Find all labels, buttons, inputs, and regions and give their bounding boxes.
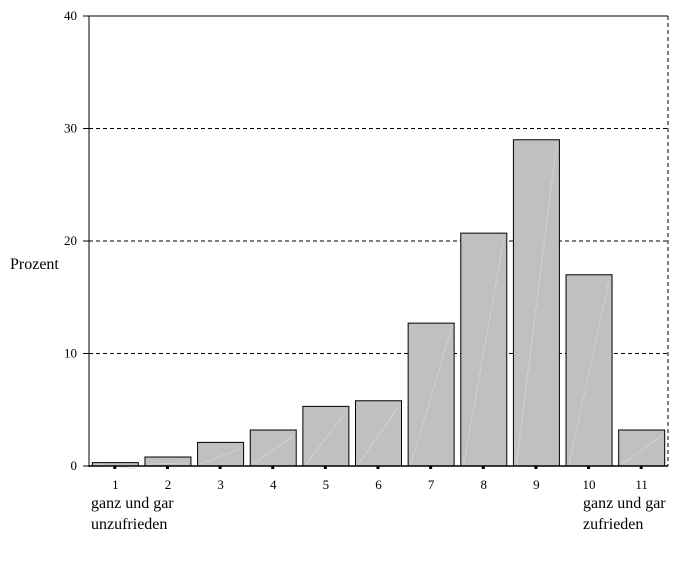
high-end-label: ganz und gar zufrieden [583,493,666,535]
bar-11 [618,429,666,467]
low-end-label: ganz und gar unzufrieden [91,493,174,535]
bar-4 [249,429,297,467]
bar-sheen-2 [147,462,188,465]
bar-sheen-6 [358,406,399,465]
x-tick-label-11: 11 [635,477,648,492]
x-tick-4 [271,466,275,469]
low-end-label-line-2: unzufrieden [91,516,168,533]
high-end-label-line-2: zufrieden [583,516,644,533]
y-tick-label-40: 40 [64,8,77,23]
bar-sheen-7 [410,329,452,465]
x-tick-2 [165,466,169,469]
x-tick-label-7: 7 [428,477,435,492]
x-tick-10 [587,466,591,469]
bar-6 [355,400,402,467]
bar-10 [565,274,613,467]
bar-7 [407,322,455,467]
bar-sheen-9 [516,145,557,465]
low-end-label-line-1: ganz und gar [91,495,174,512]
x-tick-9 [534,466,538,469]
x-tick-label-4: 4 [270,477,277,492]
y-tick-label-20: 20 [64,233,77,248]
x-tick-7 [429,466,433,469]
bar-sheen-4 [252,435,294,465]
y-tick-label-10: 10 [64,346,77,361]
x-tick-5 [323,466,327,469]
bar-sheen-5 [305,412,347,465]
x-tick-6 [376,466,380,469]
bar-sheen-8 [463,239,505,465]
bar-2 [144,456,192,467]
x-tick-3 [218,466,222,469]
x-tick-label-9: 9 [533,477,540,492]
x-tick-label-2: 2 [165,477,172,492]
x-tick-label-1: 1 [112,477,119,492]
high-end-label-line-1: ganz und gar [583,495,666,512]
bar-sheen-10 [568,280,610,465]
bars [91,139,666,470]
y-tick-label-30: 30 [64,121,77,136]
x-tick-1 [113,466,117,469]
bar-sheen-3 [200,448,241,465]
x-tick-label-5: 5 [323,477,330,492]
bar-sheen-11 [621,435,662,465]
x-tick-8 [481,466,485,469]
y-axis-title: Prozent [10,256,59,273]
x-tick-label-10: 10 [583,477,596,492]
x-tick-label-3: 3 [217,477,224,492]
x-tick-label-6: 6 [375,477,382,492]
bar-5 [302,405,350,467]
y-tick-label-0: 0 [71,458,78,473]
x-tick-label-8: 8 [481,477,488,492]
axes: 0 10 20 30 40 1 2 3 4 5 6 7 8 9 10 11 [64,8,669,492]
x-tick-11 [639,466,643,469]
